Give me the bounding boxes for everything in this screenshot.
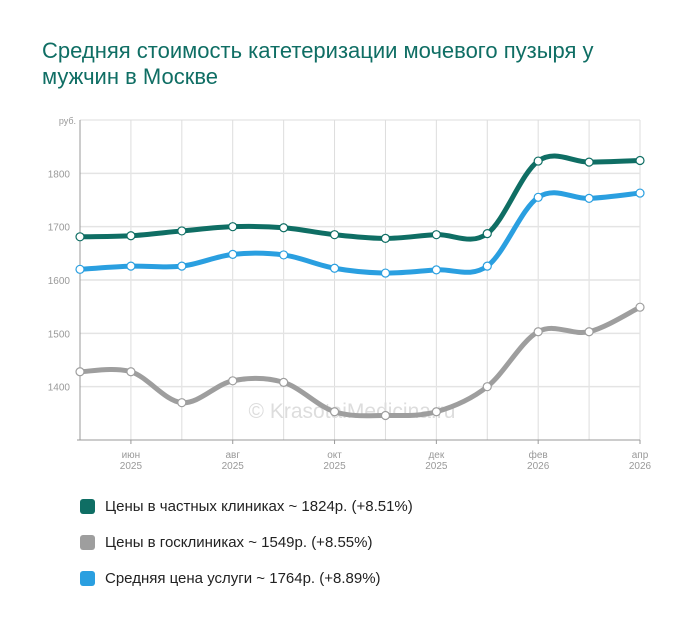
- data-point: [75, 264, 85, 274]
- x-tick-year: 2025: [222, 461, 245, 472]
- data-point: [126, 367, 136, 377]
- x-tick-month: июн: [122, 450, 141, 461]
- data-point: [380, 268, 391, 278]
- data-point: [635, 302, 645, 312]
- data-point: [431, 230, 441, 240]
- data-point: [329, 407, 340, 417]
- y-tick-label: 1500: [48, 329, 71, 340]
- data-point: [177, 398, 187, 408]
- data-point: [177, 226, 187, 236]
- x-tick-month: окт: [327, 450, 342, 461]
- data-point: [584, 193, 594, 203]
- data-point: [177, 261, 187, 271]
- data-point: [533, 156, 543, 166]
- data-point: [75, 232, 85, 242]
- data-point: [126, 261, 136, 271]
- legend-label: Средняя цена услуги ~ 1764р. (+8.89%): [105, 569, 381, 587]
- data-point: [635, 188, 645, 198]
- data-point: [329, 230, 340, 240]
- data-point: [431, 407, 441, 417]
- x-tick-month: апр: [632, 450, 649, 461]
- x-tick-year: 2026: [629, 461, 652, 472]
- y-tick-label: 1600: [48, 276, 71, 287]
- y-axis-unit: руб.: [59, 116, 76, 126]
- legend-item[interactable]: Цены в госклиниках ~ 1549р. (+8.55%): [80, 524, 413, 560]
- data-point: [75, 367, 85, 377]
- data-point: [482, 229, 492, 239]
- legend-swatch: [80, 570, 95, 586]
- data-point: [533, 327, 543, 337]
- x-tick-month: авг: [225, 450, 240, 461]
- data-point: [279, 250, 289, 260]
- data-point: [380, 410, 391, 421]
- x-tick-month: дек: [428, 450, 444, 461]
- data-point: [584, 327, 594, 337]
- y-tick-label: 1800: [48, 169, 71, 180]
- watermark: © KrasotaiMedicina.ru: [249, 400, 456, 423]
- data-point: [329, 263, 340, 273]
- x-tick-year: 2025: [323, 461, 346, 472]
- data-point: [126, 231, 136, 241]
- x-tick-year: 2026: [527, 461, 550, 472]
- data-point: [482, 382, 492, 392]
- data-point: [635, 155, 645, 166]
- data-point: [228, 222, 238, 232]
- chart-title: Средняя стоимость катетеризации мочевого…: [42, 38, 594, 89]
- data-point: [228, 376, 238, 386]
- data-point: [584, 157, 594, 167]
- legend-swatch: [80, 534, 95, 550]
- data-point: [279, 377, 289, 387]
- legend-item[interactable]: Средняя цена услуги ~ 1764р. (+8.89%): [80, 560, 413, 596]
- legend-swatch: [80, 498, 95, 514]
- data-point: [228, 249, 238, 259]
- data-point: [482, 261, 492, 271]
- x-tick-year: 2025: [425, 461, 448, 472]
- x-tick-year: 2025: [120, 461, 143, 472]
- y-tick-label: 1700: [48, 223, 71, 234]
- data-point: [431, 265, 441, 275]
- legend-label: Цены в частных клиниках ~ 1824р. (+8.51%…: [105, 497, 413, 515]
- legend-item[interactable]: Цены в частных клиниках ~ 1824р. (+8.51%…: [80, 488, 413, 524]
- data-point: [380, 233, 391, 243]
- legend: Цены в частных клиниках ~ 1824р. (+8.51%…: [80, 488, 413, 596]
- legend-label: Цены в госклиниках ~ 1549р. (+8.55%): [105, 533, 373, 551]
- data-point: [533, 192, 543, 202]
- data-point: [279, 223, 289, 233]
- y-tick-label: 1400: [48, 383, 71, 394]
- x-tick-month: фев: [529, 449, 548, 461]
